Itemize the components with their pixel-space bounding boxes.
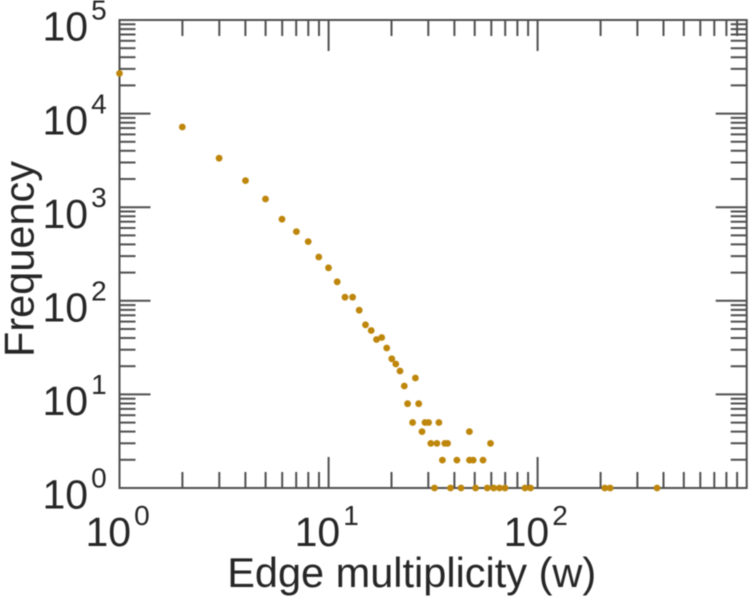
svg-text:105: 10 5: [43, 0, 107, 50]
svg-text:Frequency: Frequency: [0, 161, 43, 357]
svg-text:Edge multiplicity (w): Edge multiplicity (w): [227, 549, 596, 596]
svg-text:103: 10 3: [43, 182, 107, 237]
